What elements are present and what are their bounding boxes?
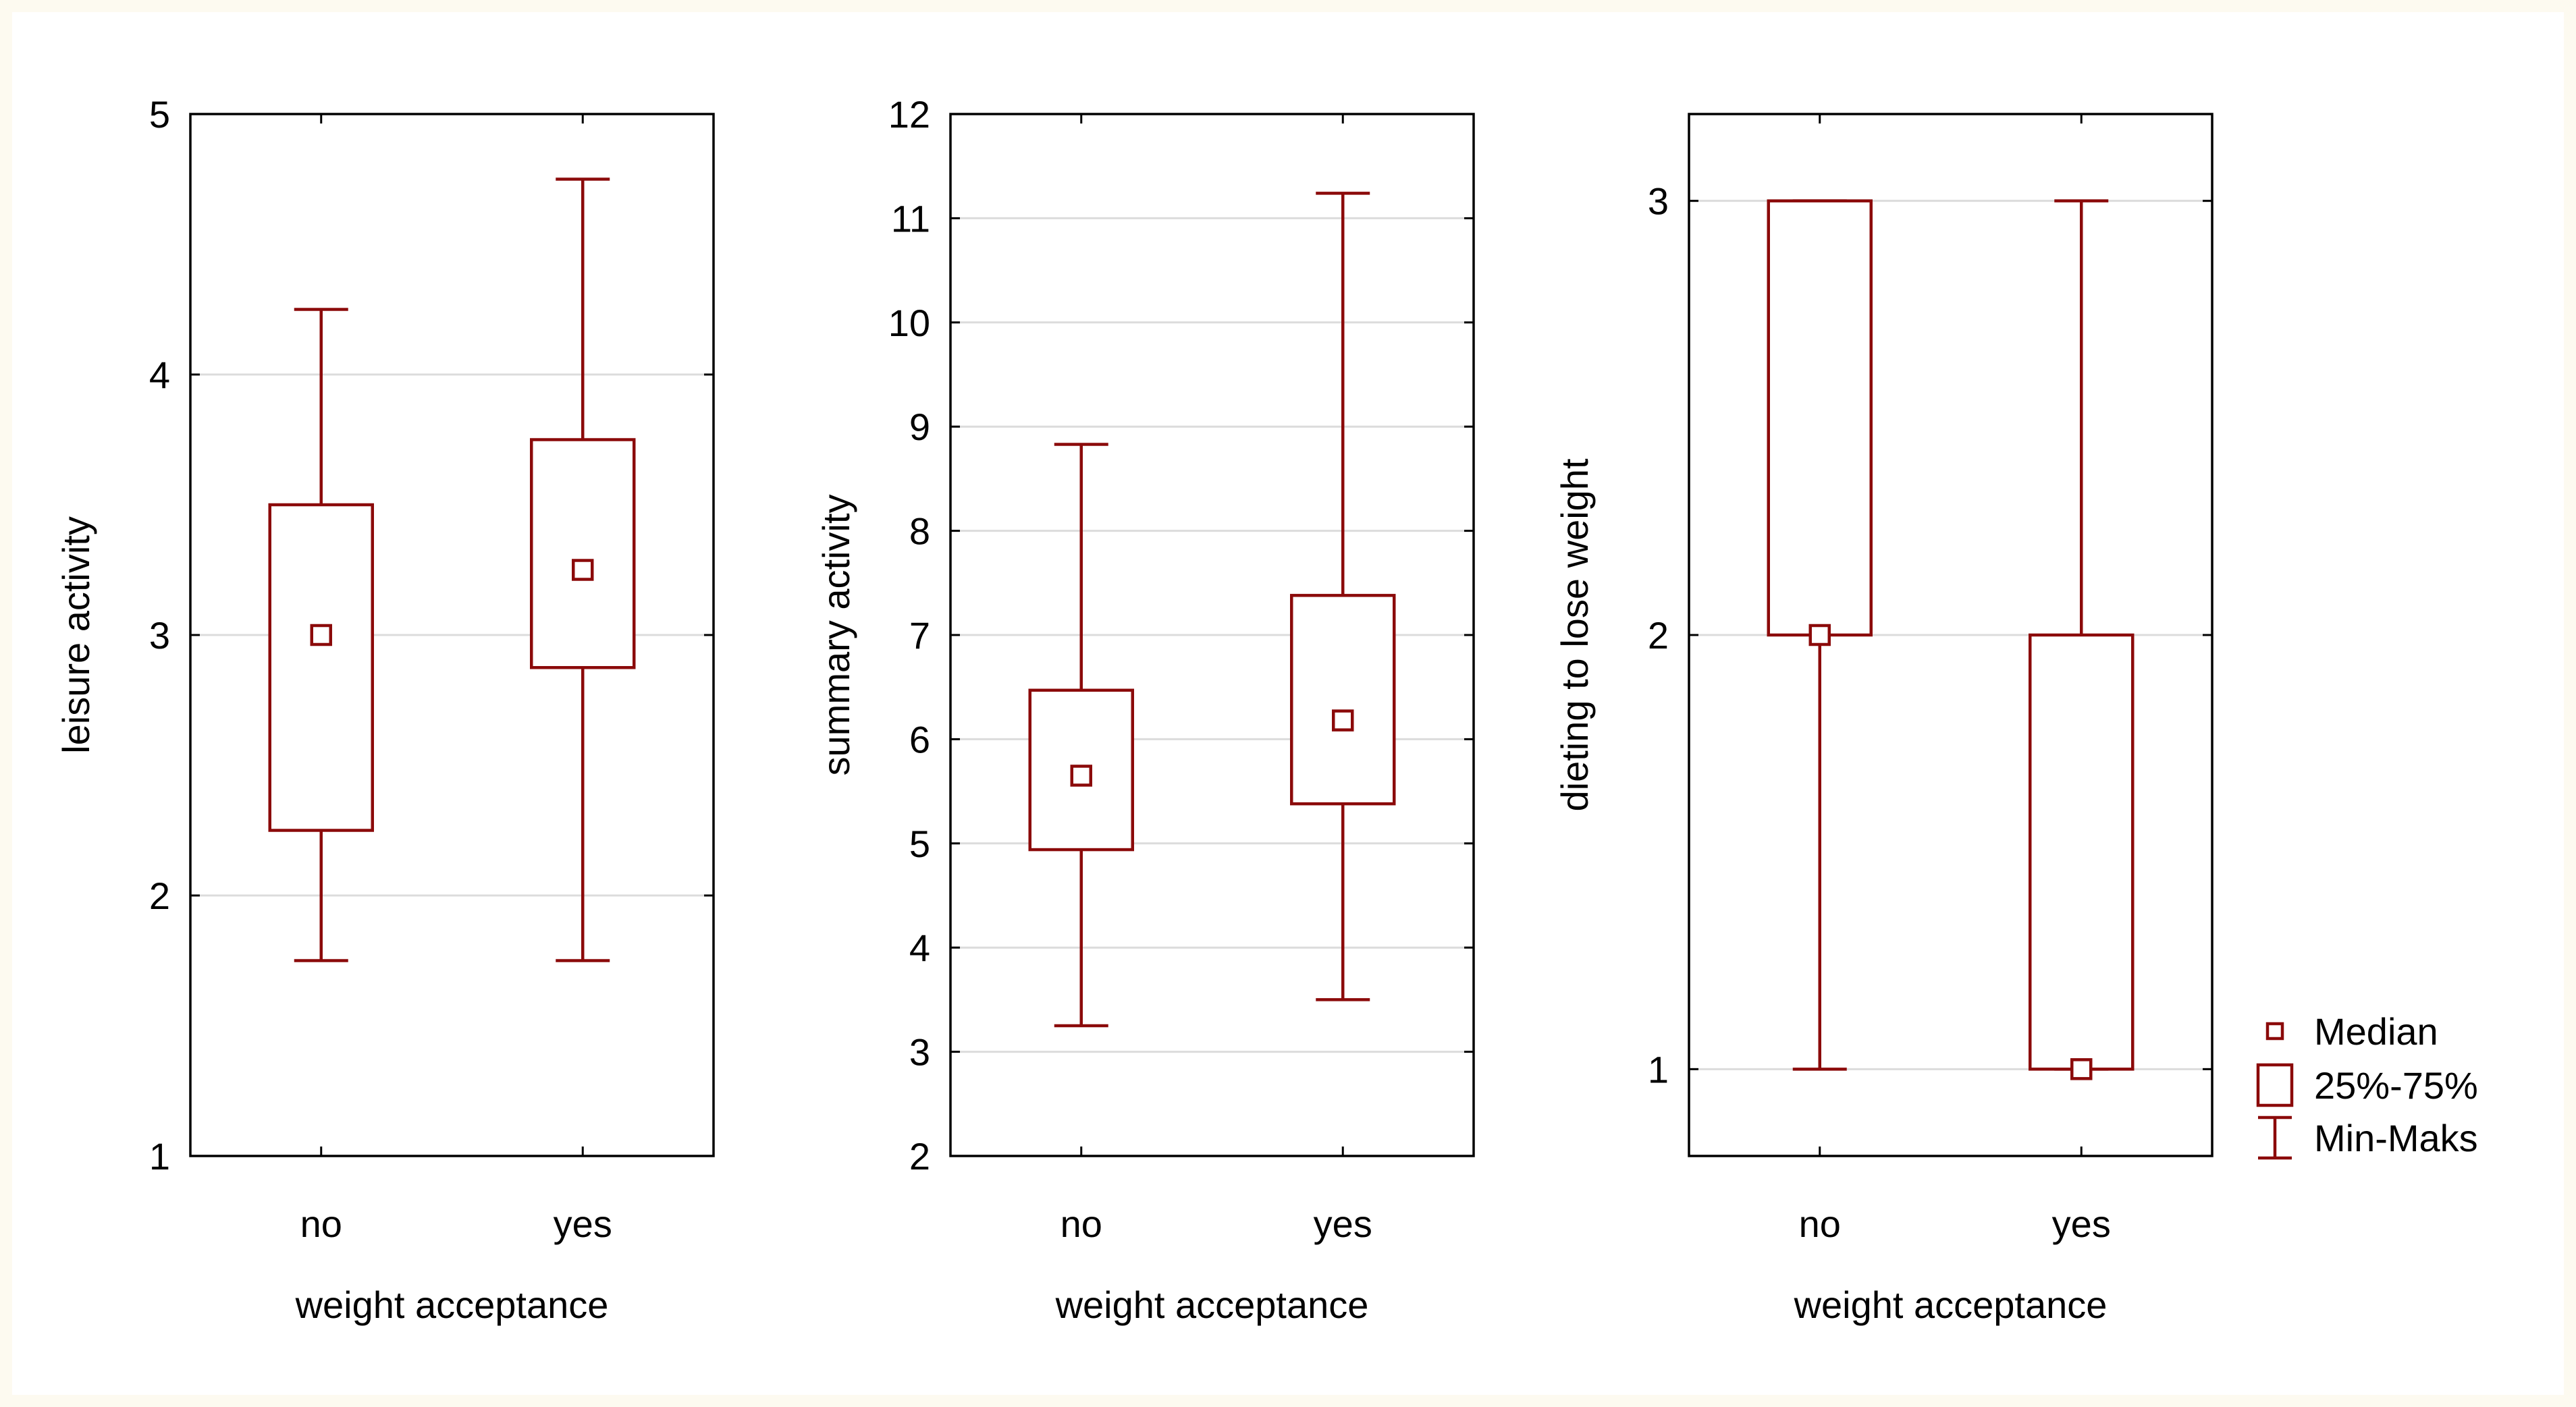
median-marker <box>1332 709 1354 732</box>
x-tick-label: no <box>1799 1203 1841 1245</box>
median-marker <box>2070 1058 2093 1080</box>
y-axis-title: dieting to lose weight <box>1553 458 1596 811</box>
y-tick-label: 2 <box>1648 614 1669 657</box>
legend-box-symbol <box>2256 1063 2294 1107</box>
legend: Median 25%-75% Min-Maks <box>2256 1010 2478 1160</box>
plot-frame <box>949 113 1475 1157</box>
y-tick-label: 3 <box>1648 180 1669 223</box>
legend-median-symbol <box>2265 1022 2284 1041</box>
x-tick-label: no <box>1061 1203 1102 1245</box>
y-tick-label: 6 <box>909 718 930 761</box>
iqr-box <box>1290 594 1396 806</box>
x-tick-label: yes <box>1314 1203 1372 1245</box>
y-tick-label: 1 <box>1648 1048 1669 1091</box>
x-tick-label: no <box>300 1203 342 1245</box>
y-tick-label: 5 <box>149 93 170 136</box>
y-tick-label: 7 <box>909 614 930 657</box>
iqr-box <box>530 438 636 669</box>
x-tick-label: yes <box>2052 1203 2111 1245</box>
y-tick-label: 12 <box>888 93 930 136</box>
y-tick-label: 8 <box>909 510 930 553</box>
plot-frame <box>1688 113 2213 1157</box>
y-tick-label: 2 <box>909 1135 930 1178</box>
figure: 1 2 3 4 5 no yes weight acceptance leisure activ… <box>12 12 2564 1395</box>
median-marker <box>1070 765 1092 787</box>
median-marker <box>572 559 594 581</box>
x-axis-title: weight acceptance <box>1794 1284 2108 1326</box>
legend-label: Min-Maks <box>2314 1117 2478 1159</box>
box-no <box>1028 443 1134 1028</box>
x-tick-label: yes <box>554 1203 612 1245</box>
panel-1: 1 2 3 4 5 no yes weight acceptance leisure activ… <box>55 93 715 1326</box>
y-tick-label: 5 <box>909 823 930 865</box>
y-tick-label: 10 <box>888 302 930 344</box>
y-axis-title: summary activity <box>815 495 857 776</box>
median-marker <box>310 624 332 646</box>
box-yes <box>2029 199 2135 1080</box>
panel-2: 2 3 4 5 6 7 8 9 10 11 12 no yes weight acceptance summ… <box>815 93 1475 1326</box>
panel-3: 1 2 3 no yes weight acceptance dieting to lose… <box>1553 113 2213 1326</box>
y-tick-label: 3 <box>909 1031 930 1074</box>
plot-frame <box>189 113 715 1157</box>
legend-label: Median <box>2314 1010 2438 1053</box>
iqr-box <box>1767 199 1873 637</box>
y-tick-label: 9 <box>909 406 930 448</box>
iqr-box <box>2029 633 2135 1071</box>
y-tick-label: 11 <box>891 197 930 240</box>
y-tick-label: 2 <box>149 875 170 917</box>
y-tick-label: 3 <box>149 614 170 657</box>
box-no <box>268 308 374 962</box>
box-yes <box>530 177 636 962</box>
y-tick-label: 4 <box>909 927 930 969</box>
box-yes <box>1290 192 1396 1001</box>
legend-label: 25%-75% <box>2314 1064 2478 1107</box>
y-axis-title: leisure activity <box>55 516 97 754</box>
box-no <box>1767 199 1873 1071</box>
y-tick-label: 1 <box>149 1135 170 1178</box>
x-axis-title: weight acceptance <box>1055 1284 1369 1326</box>
y-tick-label: 4 <box>149 354 170 396</box>
x-axis-title: weight acceptance <box>295 1284 609 1326</box>
iqr-box <box>268 503 374 832</box>
median-marker <box>1808 624 1831 646</box>
